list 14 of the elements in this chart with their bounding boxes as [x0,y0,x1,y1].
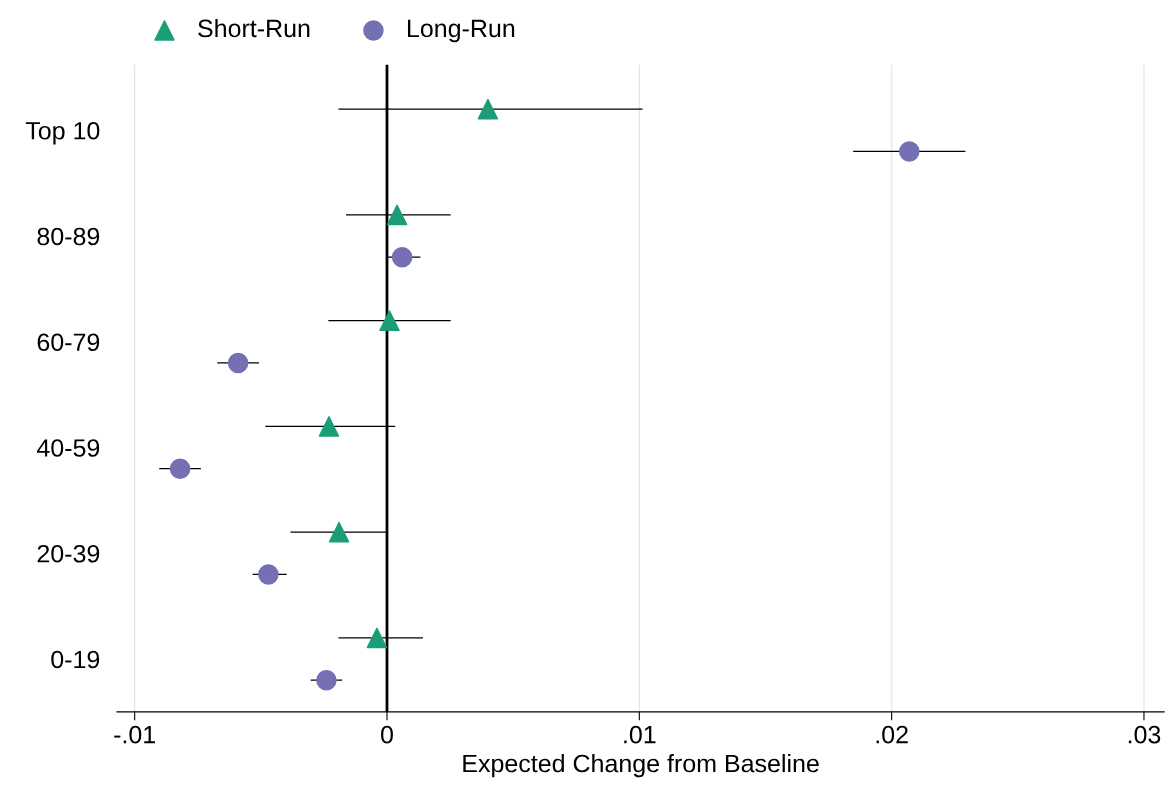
x-tick-label: .01 [624,725,656,744]
y-tick-label: 80-89 [37,227,100,246]
y-tick-label: Top 10 [25,121,100,145]
x-tick-label: .03 [1128,725,1161,744]
x-tick-label: 0 [381,725,393,744]
y-tick-label: 40-59 [36,439,100,457]
x-tick-label: -.01 [114,725,155,744]
x-tick-label: .02 [876,725,908,744]
legend-label: Short-Run [198,18,310,38]
y-tick-label: 20-39 [37,544,100,563]
x-axis-title: Expected Change from Baseline [463,753,819,778]
legend-label: Long-Run [407,19,515,43]
y-tick-label: 0-19 [51,650,100,669]
y-tick-label: 60-79 [37,333,100,352]
